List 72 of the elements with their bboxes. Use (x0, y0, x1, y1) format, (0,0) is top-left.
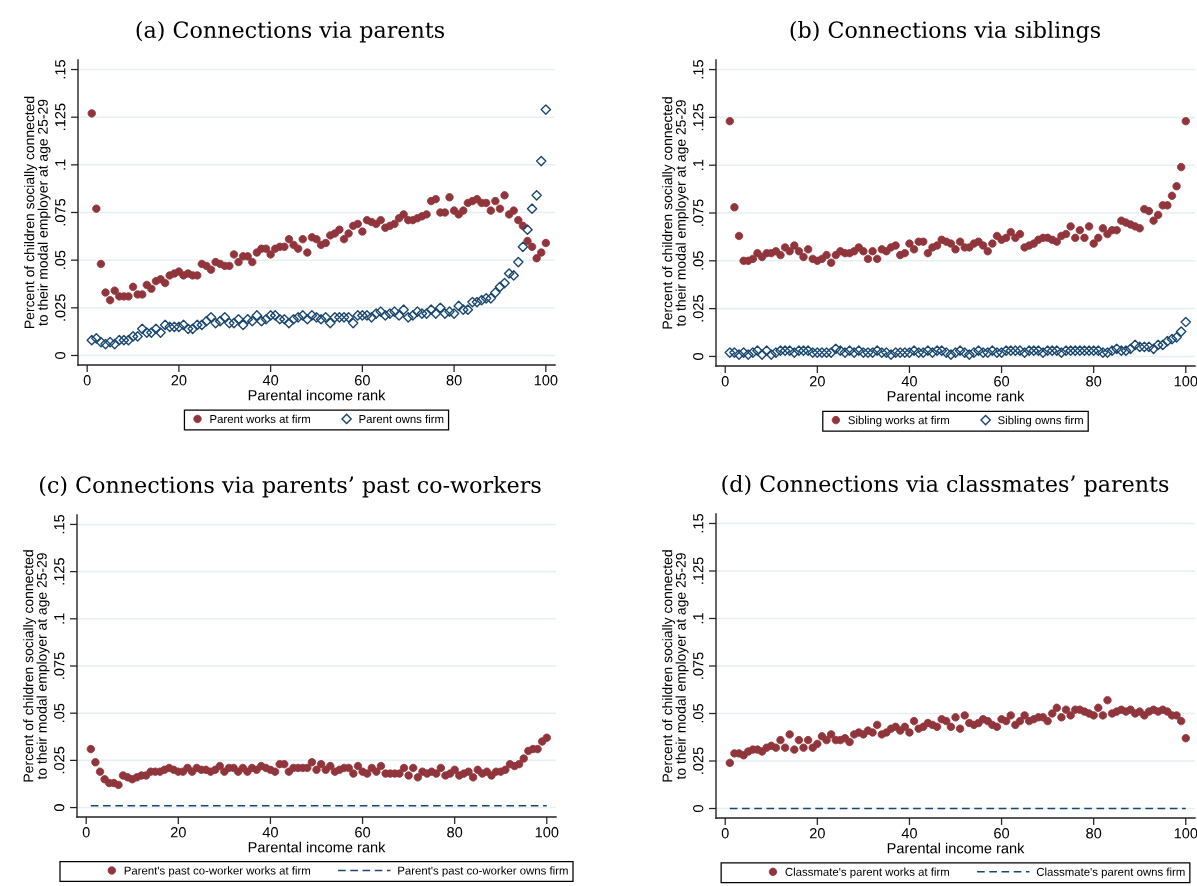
y-tick-label: .1 (693, 613, 704, 624)
y-tick-label: .15 (54, 514, 65, 534)
y-tick-label: .05 (54, 703, 65, 722)
y-axis-title: Percent of children socially connected to their modal employer at age 25-29 (24, 96, 51, 328)
y-tick-label: 0 (693, 805, 704, 812)
y-tick-label: .075 (55, 198, 66, 226)
legend-label: Parent's past co-worker works at firm (124, 866, 310, 877)
y-tick-label: .15 (693, 60, 704, 79)
x-tick-label: 100 (535, 827, 559, 838)
legend-label: Parent's past co-worker owns firm (398, 866, 568, 877)
x-tick-label: 80 (446, 375, 462, 386)
chart-title: (a) Connections via parents (136, 20, 445, 43)
x-axis-title: Parental income rank (887, 842, 1025, 854)
y-tick-label: 0 (55, 351, 66, 359)
y-axis-title: Percent of children socially connected to their modal employer at age 25-29 (23, 550, 50, 782)
y-tick-label: .125 (55, 103, 66, 131)
y-tick-label: .125 (693, 557, 704, 584)
x-tick-label: 60 (994, 376, 1010, 387)
x-tick-label: 0 (721, 828, 729, 839)
x-tick-label: 100 (1174, 828, 1197, 839)
legend-label: Sibling works at firm (848, 415, 949, 427)
y-tick-label: .025 (55, 294, 66, 321)
x-tick-label: 40 (262, 375, 279, 386)
x-tick-label: 60 (355, 375, 370, 386)
legend-label: Parent works at firm (210, 414, 310, 424)
x-tick-label: 0 (82, 827, 90, 838)
x-tick-label: 40 (901, 828, 917, 839)
y-axis-title: Percent of children socially connected to their modal employer at age 25-29 (662, 97, 689, 329)
y-tick-label: .075 (54, 652, 65, 679)
y-tick-label: .075 (693, 199, 704, 226)
y-tick-label: .1 (693, 159, 704, 170)
y-tick-label: .025 (54, 746, 65, 774)
y-tick-label: .125 (693, 103, 704, 131)
legend-label: Parent owns firm (359, 414, 444, 424)
x-tick-label: 0 (83, 375, 91, 386)
x-tick-label: 0 (721, 376, 729, 387)
legend-label: Classmate's parent works at firm (785, 867, 949, 879)
legend-label: Classmate's parent owns firm (1036, 867, 1185, 879)
x-tick-label: 100 (1174, 376, 1197, 387)
x-tick-label: 80 (1086, 828, 1102, 839)
y-tick-label: .15 (693, 513, 704, 533)
x-tick-label: 60 (994, 828, 1010, 839)
legend-label: Sibling owns firm (998, 415, 1083, 427)
y-tick-label: .05 (693, 251, 704, 270)
y-tick-label: .05 (55, 250, 66, 269)
y-tick-label: .125 (54, 558, 65, 585)
x-tick-label: 20 (809, 828, 825, 839)
x-axis-title: Parental income rank (248, 389, 386, 401)
chart-title: (c) Connections via parents’ past co-workers (40, 475, 541, 498)
x-tick-label: 20 (809, 376, 825, 387)
y-tick-label: .1 (55, 159, 66, 170)
y-tick-label: 0 (693, 352, 704, 360)
y-tick-label: .1 (54, 613, 65, 624)
chart-title: (d) Connections via classmates’ parents (722, 474, 1169, 497)
y-tick-label: .025 (693, 295, 704, 322)
chart-title: (b) Connections via siblings (790, 20, 1101, 43)
x-tick-label: 60 (355, 827, 371, 838)
x-axis-title: Parental income rank (887, 390, 1025, 402)
x-tick-label: 100 (534, 375, 558, 386)
y-tick-label: 0 (54, 804, 65, 812)
y-tick-label: .025 (693, 747, 704, 774)
x-tick-label: 40 (901, 376, 917, 387)
y-tick-label: .075 (693, 652, 704, 679)
x-tick-label: 80 (1086, 376, 1102, 387)
x-tick-label: 40 (262, 827, 278, 838)
y-tick-label: .05 (693, 703, 704, 723)
x-tick-label: 20 (171, 375, 187, 386)
x-axis-title: Parental income rank (248, 841, 386, 853)
y-axis-title: Percent of children socially connected to their modal employer at age 25-29 (662, 550, 689, 782)
y-tick-label: .15 (55, 60, 66, 79)
x-tick-label: 20 (170, 827, 186, 838)
x-tick-label: 80 (447, 827, 463, 838)
